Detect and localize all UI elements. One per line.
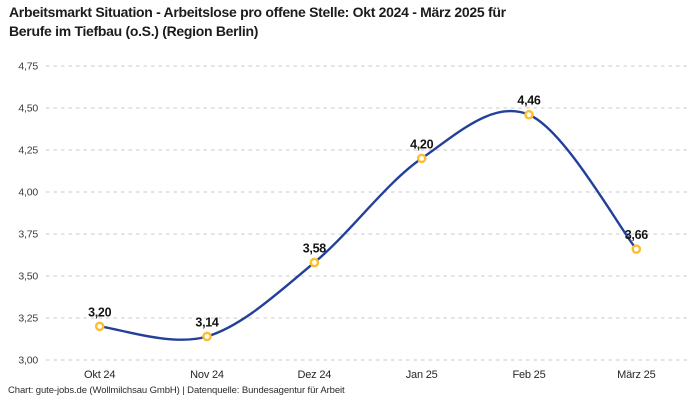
data-point-labels: 3,20 3,14 3,58 4,20 4,46 3,66 (88, 94, 648, 330)
data-point-marker (524, 109, 534, 120)
chart-footer: Chart: gute-jobs.de (Wollmilchsau GmbH) … (8, 385, 345, 396)
chart-title: Arbeitsmarkt Situation - Arbeitslose pro… (9, 4, 506, 39)
y-tick-label: 3,50 (18, 271, 38, 283)
data-point-markers (94, 109, 642, 342)
data-point-marker (631, 244, 642, 254)
x-tick-label: Jan 25 (406, 369, 438, 381)
y-tick-label: 3,75 (18, 229, 38, 241)
data-point-marker (416, 153, 427, 164)
data-point-marker (202, 331, 212, 342)
x-tick-label: Feb 25 (512, 369, 545, 381)
data-point-label: 4,46 (517, 94, 540, 108)
series-line (98, 109, 638, 341)
y-tick-label: 4,00 (18, 187, 38, 199)
gridlines (46, 65, 690, 361)
data-point-marker (94, 321, 105, 332)
x-tick-label: Nov 24 (190, 369, 224, 381)
y-tick-label: 4,25 (18, 145, 38, 157)
x-tick-label: März 25 (617, 369, 655, 381)
y-tick-label: 4,50 (18, 103, 38, 115)
data-point-label: 3,66 (625, 228, 648, 242)
data-point-label: 3,58 (303, 242, 326, 256)
y-axis-tick-labels: 3,00 3,25 3,50 3,75 4,00 4,25 4,50 4,75 (18, 61, 38, 367)
data-point-label: 3,20 (88, 305, 111, 319)
y-tick-label: 3,25 (18, 313, 38, 325)
data-point-label: 3,14 (195, 315, 218, 329)
x-tick-label: Dez 24 (298, 369, 332, 381)
y-tick-label: 4,75 (18, 61, 38, 73)
x-tick-label: Okt 24 (84, 369, 115, 381)
y-tick-label: 3,00 (18, 355, 38, 367)
x-axis-tick-labels: Okt 24 Nov 24 Dez 24 Jan 25 Feb 25 März 25 (84, 369, 656, 381)
data-point-marker (309, 257, 320, 268)
data-point-label: 4,20 (410, 137, 433, 151)
